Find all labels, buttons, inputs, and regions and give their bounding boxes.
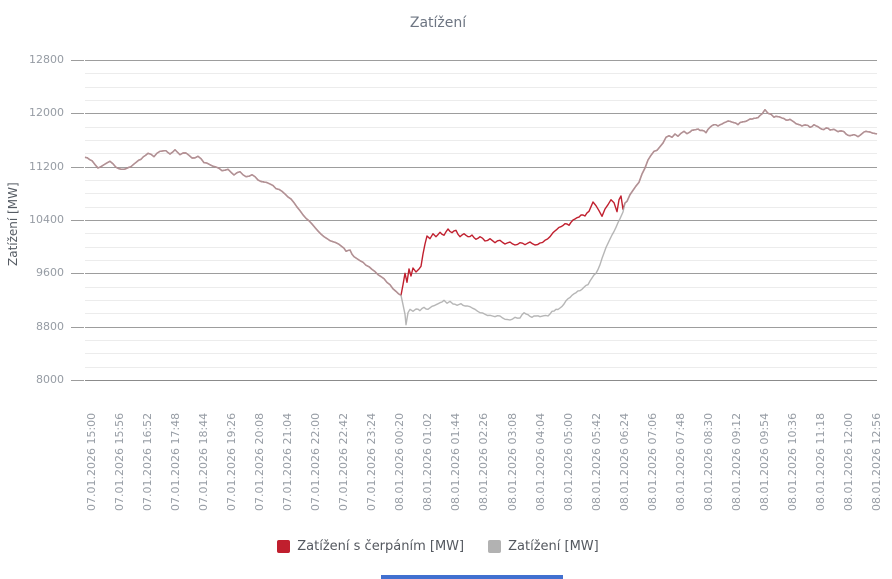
legend-label-load: Zatížení [MW] bbox=[508, 539, 599, 554]
x-tick-label: 08.01.2026 07:48 bbox=[673, 412, 687, 511]
x-tick-label: 07.01.2026 19:26 bbox=[225, 412, 239, 511]
x-tick-label: 07.01.2026 15:00 bbox=[85, 412, 99, 511]
x-tick-label: 08.01.2026 08:30 bbox=[701, 412, 715, 511]
y-tick-label: 9600 bbox=[36, 266, 64, 280]
x-tick-label: 08.01.2026 04:04 bbox=[533, 412, 547, 511]
chart-legend: Zatížení s čerpáním [MW] Zatížení [MW] bbox=[0, 539, 876, 554]
x-tick-label: 08.01.2026 00:20 bbox=[393, 412, 407, 511]
x-tick-label: 07.01.2026 22:00 bbox=[309, 412, 323, 511]
y-tick-label: 8000 bbox=[36, 373, 64, 386]
y-tick-label: 8800 bbox=[36, 319, 64, 333]
x-tick-label: 08.01.2026 09:12 bbox=[729, 412, 743, 511]
x-tick-label: 07.01.2026 23:24 bbox=[365, 412, 379, 511]
y-tick-label: 12000 bbox=[29, 106, 64, 120]
y-tick-label: 12800 bbox=[29, 53, 64, 66]
x-tick-label: 07.01.2026 15:56 bbox=[113, 412, 127, 511]
x-tick-label: 08.01.2026 05:42 bbox=[589, 412, 603, 511]
chart-title: Zatížení bbox=[409, 15, 467, 31]
x-tick-label: 08.01.2026 12:56 bbox=[869, 412, 883, 511]
x-tick-label: 08.01.2026 10:36 bbox=[785, 412, 799, 511]
x-tick-label: 07.01.2026 21:04 bbox=[281, 412, 295, 511]
x-tick-label: 08.01.2026 03:08 bbox=[505, 412, 519, 511]
series-line-load-with-pumping bbox=[84, 109, 878, 296]
bottom-partial-blue-bar bbox=[381, 575, 563, 579]
legend-label-load-with-pumping: Zatížení s čerpáním [MW] bbox=[297, 539, 465, 554]
x-tick-label: 08.01.2026 02:26 bbox=[477, 412, 491, 511]
x-tick-label: 08.01.2026 09:54 bbox=[757, 412, 771, 511]
legend-item-load-with-pumping[interactable]: Zatížení s čerpáním [MW] bbox=[277, 539, 464, 554]
x-tick-label: 08.01.2026 01:02 bbox=[421, 412, 435, 511]
x-tick-label: 07.01.2026 18:44 bbox=[197, 412, 211, 511]
legend-item-load[interactable]: Zatížení [MW] bbox=[488, 539, 599, 554]
x-tick-label: 07.01.2026 20:08 bbox=[253, 412, 267, 511]
y-tick-label: 11200 bbox=[29, 159, 64, 173]
y-tick-label: 10400 bbox=[29, 213, 64, 226]
x-tick-label: 08.01.2026 11:18 bbox=[813, 412, 827, 511]
x-tick-label: 07.01.2026 17:48 bbox=[169, 412, 183, 511]
x-tick-label: 08.01.2026 05:00 bbox=[561, 412, 575, 511]
legend-swatch-red bbox=[277, 540, 291, 553]
x-tick-label: 07.01.2026 16:52 bbox=[141, 412, 155, 511]
x-tick-label: 08.01.2026 01:44 bbox=[449, 412, 463, 511]
x-tick-label: 08.01.2026 07:06 bbox=[645, 412, 659, 511]
x-tick-label: 07.01.2026 22:42 bbox=[337, 412, 351, 511]
x-tick-label: 08.01.2026 12:00 bbox=[841, 412, 855, 511]
x-tick-label: 08.01.2026 06:24 bbox=[617, 412, 631, 511]
legend-swatch-gray bbox=[488, 540, 502, 553]
series-line-load bbox=[84, 109, 878, 326]
